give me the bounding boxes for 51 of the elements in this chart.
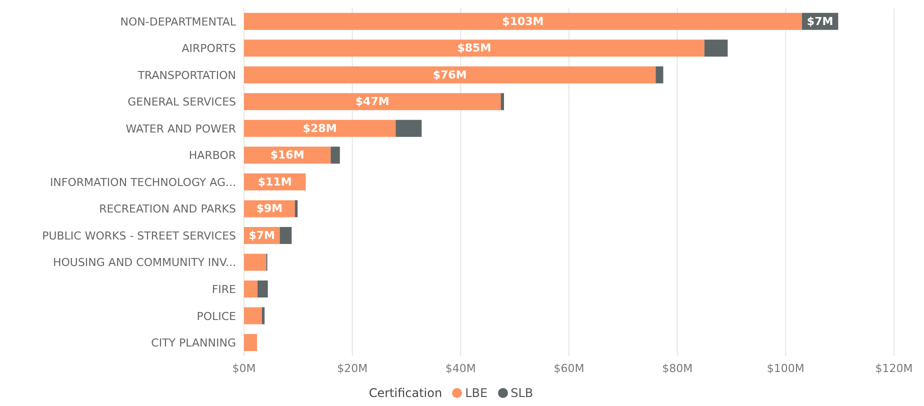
bar [244, 40, 704, 57]
bar [330, 146, 340, 164]
data-label: $28M [302, 122, 337, 135]
bar [244, 120, 396, 137]
legend-label: LBE [465, 386, 488, 400]
x-tick-label: $100M [766, 362, 804, 375]
y-tick-label: CITY PLANNING [151, 336, 236, 350]
bar [704, 40, 728, 57]
x-tick-label: $60M [554, 362, 584, 375]
y-tick-label: INFORMATION TECHNOLOGY AG... [50, 176, 236, 189]
bar [244, 93, 501, 110]
bar [244, 254, 266, 271]
y-tick-label: AIRPORTS [182, 42, 236, 56]
bar [656, 66, 664, 84]
bar [396, 120, 422, 137]
data-label: $16M [270, 148, 304, 162]
data-label: $9M [256, 202, 283, 216]
bar [244, 280, 258, 298]
y-tick-label: RECREATION AND PARKS [99, 202, 236, 216]
y-tick-label: FIRE [212, 282, 236, 296]
data-label: $47M [355, 95, 390, 108]
data-label: $7M [248, 228, 276, 242]
data-label: $7M [806, 14, 834, 28]
y-tick-label: WATER AND POWER [126, 122, 236, 136]
x-tick-label: $0M [232, 362, 256, 375]
bar [280, 226, 292, 244]
bar [244, 66, 656, 84]
bar [244, 334, 257, 352]
data-label: $103M [502, 14, 544, 28]
bar [258, 280, 268, 298]
bar [244, 12, 802, 30]
x-tick-label: $80M [662, 362, 693, 375]
data-label: $11M [258, 175, 292, 188]
y-tick-label: PUBLIC WORKS - STREET SERVICES [42, 229, 236, 242]
y-tick-label: GENERAL SERVICES [128, 96, 236, 109]
legend-label: SLB [510, 386, 534, 400]
y-tick-label: NON-DEPARTMENTAL [120, 15, 237, 28]
y-tick-label: POLICE [196, 310, 236, 323]
y-tick-label: TRANSPORTATION [136, 68, 236, 82]
y-tick-label: HOUSING AND COMMUNITY INV... [52, 256, 236, 270]
legend-title: Certification [368, 386, 442, 400]
bar [500, 93, 504, 110]
bar [262, 307, 265, 324]
y-tick-label: HARBOR [188, 149, 236, 162]
data-label: $76M [432, 68, 467, 82]
data-label: $85M [457, 42, 492, 55]
bar [244, 307, 262, 324]
bar [294, 200, 298, 218]
x-tick-label: $20M [337, 362, 368, 375]
x-tick-label: $120M [875, 362, 913, 375]
x-tick-label: $40M [445, 362, 476, 375]
